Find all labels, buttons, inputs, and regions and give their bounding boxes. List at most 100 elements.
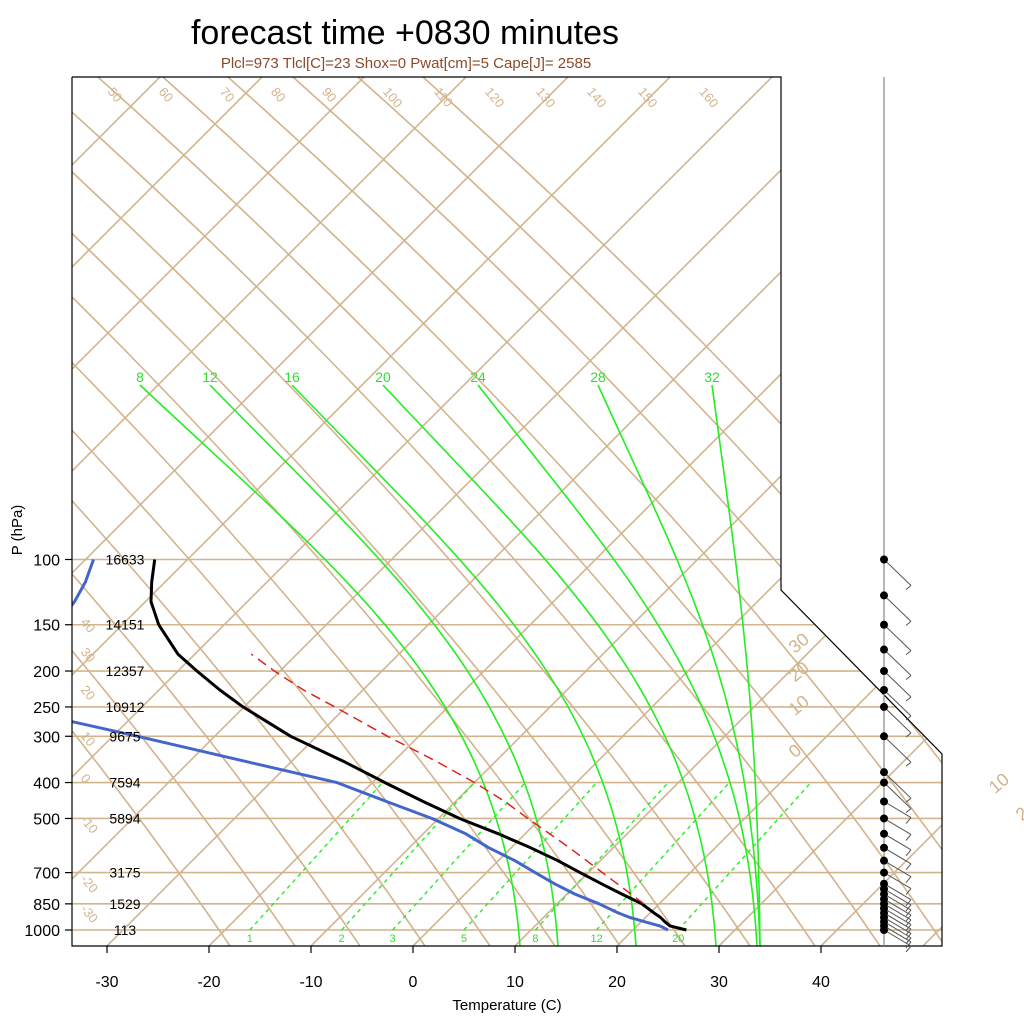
dry-adiabat-label: 70 <box>217 84 238 105</box>
y-tick-label: 700 <box>33 866 60 883</box>
temperature-profile-line <box>149 559 687 932</box>
dry-adiabat-label: 130 <box>533 84 558 110</box>
height-label: 14151 <box>106 617 145 633</box>
isotherm-label: 20 <box>78 682 99 703</box>
wind-barb <box>883 801 912 818</box>
wind-level-dot <box>880 768 888 777</box>
wind-barb-flag <box>905 797 912 803</box>
moist-adiabat-line <box>382 384 717 946</box>
isotherm-line <box>72 77 800 946</box>
wind-level-dot <box>880 814 888 823</box>
isotherm-line <box>72 77 188 946</box>
wind-level-dot <box>880 829 888 838</box>
wind-barb-flag <box>905 937 912 945</box>
height-label: 16633 <box>106 552 145 568</box>
isotherm-label: -30 <box>78 902 102 926</box>
wind-barb-flag <box>905 933 912 940</box>
isotherm-label: 20 <box>1012 797 1024 825</box>
wind-barb <box>883 649 912 676</box>
dry-adiabat-line <box>72 77 751 946</box>
isotherm-line <box>72 77 392 946</box>
wind-level-dot <box>880 879 888 888</box>
mixing-ratio-label: 1 <box>247 933 253 945</box>
wind-level-dot <box>880 685 888 694</box>
moist-adiabat-line <box>139 384 521 946</box>
isotherm-label: 10 <box>785 691 813 719</box>
temperature-axis: -30 -20 -10 0 10 20 30 40 <box>95 946 830 991</box>
isotherm-line <box>718 77 942 946</box>
y-tick-label: 850 <box>33 897 60 914</box>
x-tick-label: -30 <box>95 974 118 991</box>
isotherm-line <box>412 77 942 946</box>
height-label: 1529 <box>109 896 140 912</box>
wind-barb-flag <box>905 696 912 702</box>
isotherm-line <box>72 77 290 946</box>
height-labels: 16633 14151 12357 10912 9675 7594 5894 3175 1529… <box>106 552 145 939</box>
isotherm-label: 0 <box>78 771 94 786</box>
isotherm-label: -10 <box>78 812 102 836</box>
isotherm-label: 10 <box>985 769 1013 797</box>
pressure-axis: 100 150 200 250 300 400 500 700 850 1000 <box>24 553 72 940</box>
dry-adiabat-label: 140 <box>584 84 609 110</box>
moist-adiabat-label: 12 <box>202 369 218 385</box>
wind-barb <box>883 883 912 901</box>
wind-barb-flag <box>905 585 912 590</box>
isotherm-line <box>72 77 698 946</box>
moist-adiabat-label: 20 <box>375 369 391 385</box>
wind-barb <box>883 771 912 799</box>
wind-barb <box>883 735 912 763</box>
height-label: 113 <box>114 922 137 938</box>
wind-barb-flag <box>905 650 912 656</box>
dry-adiabat-line <box>72 77 686 946</box>
dry-adiabat-label: 100 <box>380 84 405 110</box>
wind-level-dot <box>880 620 888 629</box>
background-grid <box>72 77 942 946</box>
y-tick-label: 300 <box>33 729 60 746</box>
wind-level-dot <box>880 591 888 600</box>
isotherm-line <box>514 77 942 946</box>
x-tick-label: 40 <box>812 974 830 991</box>
wind-barb-flag <box>905 928 912 936</box>
isotherm-label: -20 <box>78 872 102 896</box>
wind-barb <box>883 872 912 890</box>
wind-barb-flag <box>905 888 912 895</box>
dry-adiabat-line <box>72 77 621 946</box>
wind-barb-flag <box>905 849 912 857</box>
x-tick-label: 20 <box>608 974 626 991</box>
mixing-ratio-label: 12 <box>590 933 602 945</box>
wind-level-dot <box>880 555 888 564</box>
height-label: 10912 <box>106 699 145 715</box>
wind-barb-flag <box>905 808 912 813</box>
dry-adiabat-line <box>72 77 881 946</box>
mixing-ratio-line <box>534 782 669 931</box>
wind-barb-profile <box>880 77 912 953</box>
wind-barb <box>883 559 912 586</box>
wind-barb <box>883 912 912 930</box>
moist-adiabat-label: 32 <box>704 369 720 385</box>
wind-barb-flag <box>905 817 912 824</box>
y-tick-label: 100 <box>33 553 60 570</box>
wind-barb <box>883 706 912 734</box>
mixing-ratio-line <box>249 782 384 931</box>
wind-barb-flag <box>905 863 912 871</box>
dry-adiabat-line <box>257 77 942 946</box>
wind-level-dot <box>880 778 888 787</box>
dry-adiabat-line <box>127 77 942 946</box>
dry-adiabat-line <box>322 77 942 946</box>
wind-barb <box>883 624 912 652</box>
isotherm-line <box>72 77 942 946</box>
wind-barb <box>883 893 912 911</box>
wind-level-dot <box>880 868 888 877</box>
wind-barb-flag <box>905 876 912 884</box>
moist-adiabat-label: 24 <box>470 369 486 385</box>
y-tick-label: 250 <box>33 700 60 717</box>
chart-title: forecast time +0830 minutes <box>191 14 619 52</box>
mixing-ratio-line <box>341 782 475 931</box>
wind-level-dot <box>880 797 888 806</box>
x-tick-label: -20 <box>197 974 220 991</box>
dry-adiabat-label: 150 <box>635 84 660 110</box>
dry-adiabat-line <box>72 77 491 946</box>
chart-subtitle: Plcl=973 Tlcl[C]=23 Shox=0 Pwat[cm]=5 Ca… <box>221 55 591 72</box>
wind-barb <box>883 908 912 925</box>
